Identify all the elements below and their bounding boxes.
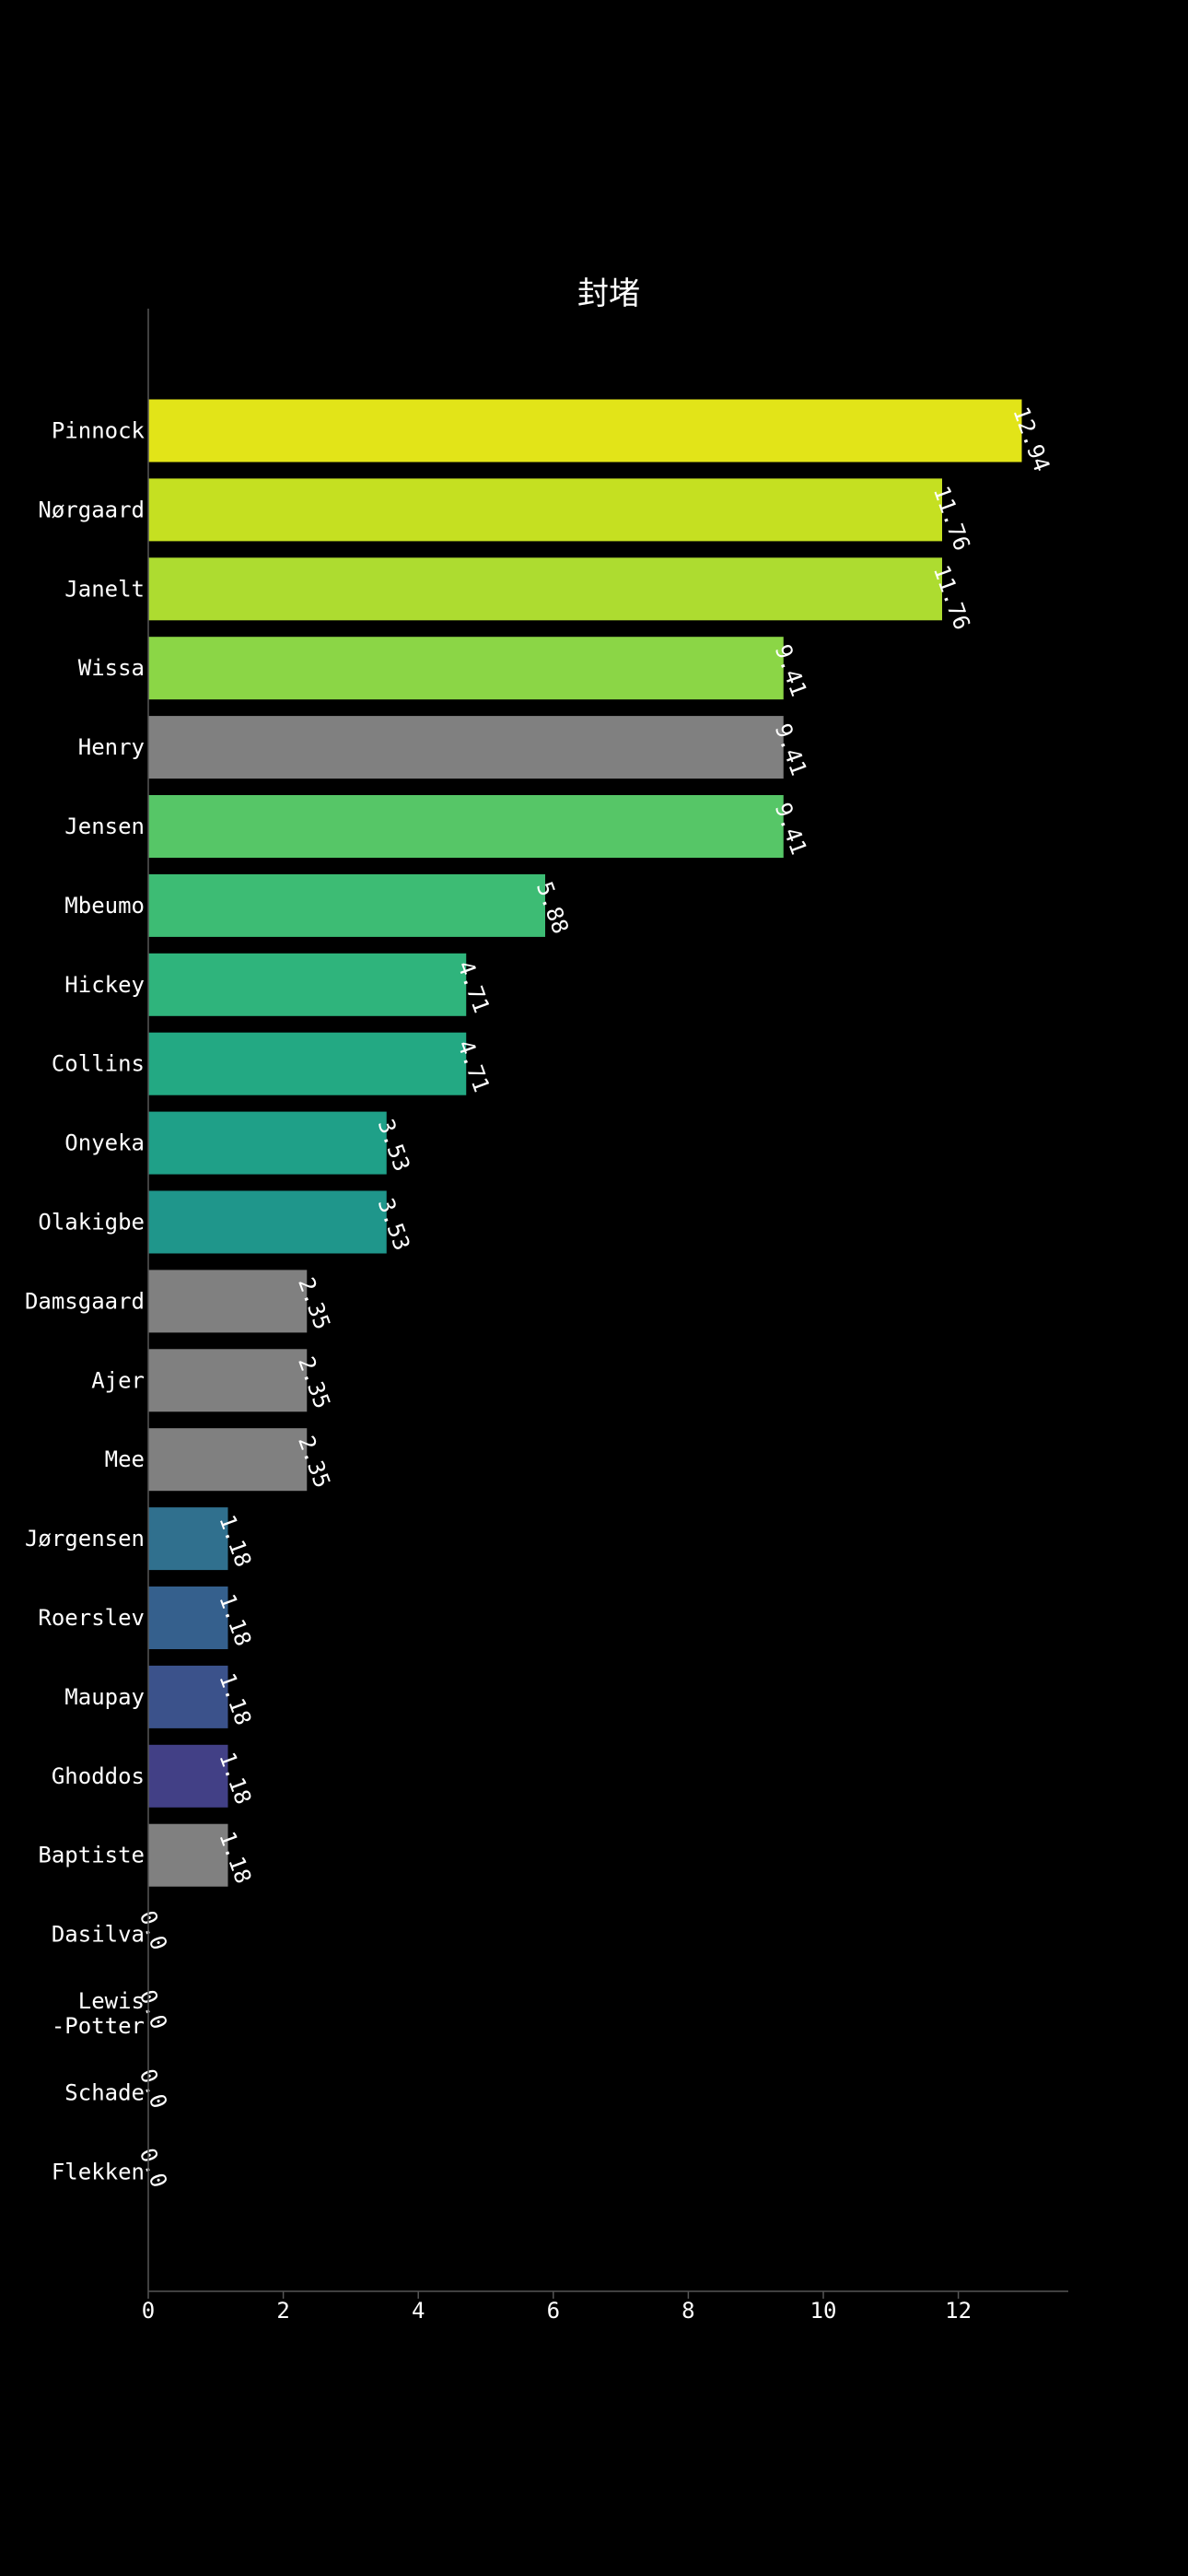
category-label: Collins xyxy=(52,1051,145,1077)
bar xyxy=(148,1507,228,1571)
x-tick-label: 10 xyxy=(810,2298,837,2324)
bars-group xyxy=(148,399,1022,1887)
category-label: Jørgensen xyxy=(25,1526,145,1551)
x-tick-label: 8 xyxy=(681,2298,694,2324)
bar xyxy=(148,953,467,1016)
category-label: Damsgaard xyxy=(25,1288,145,1314)
bar xyxy=(148,1190,387,1254)
category-label: Jensen xyxy=(64,814,145,839)
category-label: Ghoddos xyxy=(52,1763,145,1789)
bar xyxy=(148,1744,228,1808)
bar xyxy=(148,1587,228,1649)
category-label: Flekken xyxy=(52,2159,145,2184)
x-tick-label: 12 xyxy=(945,2298,972,2324)
bar xyxy=(148,716,784,779)
bar xyxy=(148,557,943,621)
category-labels: Pinnock Nørgaard Janelt Wissa Henry Jensen Mbe… xyxy=(25,418,146,2185)
category-label: Mbeumo xyxy=(64,893,145,919)
bar xyxy=(148,1270,308,1333)
category-label: Roerslev xyxy=(38,1605,145,1631)
category-label: Pinnock xyxy=(52,418,146,444)
bar xyxy=(148,1665,228,1728)
x-tick-label: 4 xyxy=(412,2298,425,2324)
bar xyxy=(148,1032,467,1095)
category-label: Nørgaard xyxy=(38,497,145,522)
chart-title: 封堵 xyxy=(577,275,640,312)
bar xyxy=(148,1349,308,1412)
category-label: Olakigbe xyxy=(38,1210,145,1235)
category-label: Hickey xyxy=(64,972,145,998)
category-label: Mee xyxy=(105,1446,145,1472)
bar xyxy=(148,1111,387,1175)
x-tick-label: 2 xyxy=(276,2298,289,2324)
x-tick-label: 6 xyxy=(547,2298,560,2324)
bar xyxy=(148,399,1022,463)
bar xyxy=(148,637,784,700)
category-label: Schade xyxy=(64,2079,145,2105)
category-label: Lewis -Potter xyxy=(52,1988,145,2039)
category-label: Ajer xyxy=(91,1367,145,1393)
x-tick-label: 0 xyxy=(142,2298,155,2324)
bar xyxy=(148,478,943,542)
category-label: Maupay xyxy=(64,1684,145,1710)
category-label: Onyeka xyxy=(64,1130,145,1156)
bar xyxy=(148,1823,228,1887)
x-axis-ticks: 0 2 4 6 8 10 12 xyxy=(142,2291,972,2324)
category-label: Janelt xyxy=(64,576,145,602)
category-label: Baptiste xyxy=(38,1843,145,1868)
bar xyxy=(148,873,546,937)
category-label: Henry xyxy=(78,734,145,760)
bar xyxy=(148,1428,308,1492)
category-label: Wissa xyxy=(78,655,145,681)
category-label: Dasilva xyxy=(52,1922,145,1948)
bar xyxy=(148,795,784,858)
